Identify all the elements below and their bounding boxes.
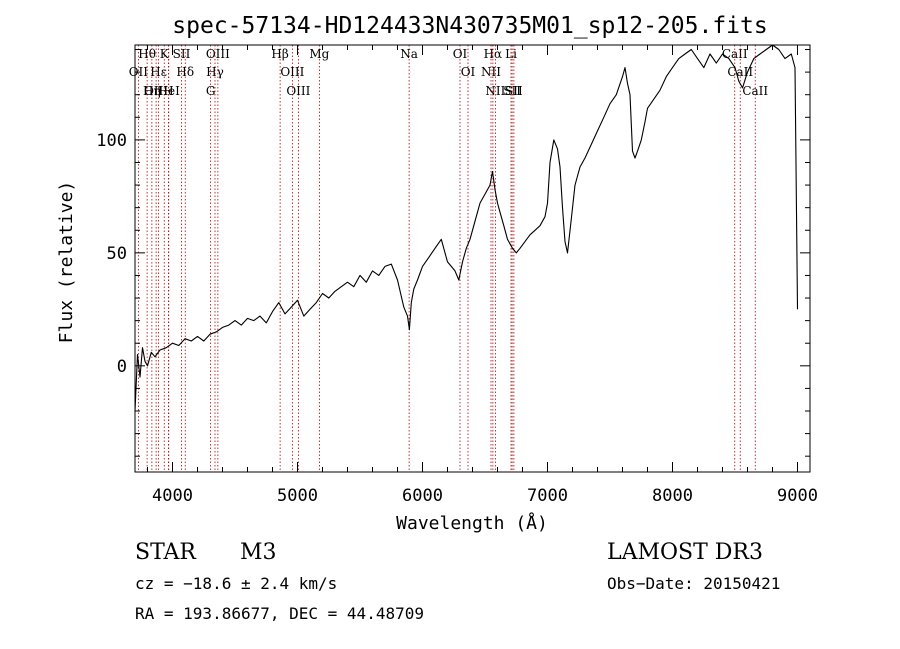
coordinates: RA = 193.86677, DEC = 44.48709 bbox=[135, 604, 424, 623]
survey-name: LAMOST DR3 bbox=[607, 540, 763, 565]
line-marker-label: Li bbox=[505, 47, 517, 61]
x-axis-label: Wavelength (Å) bbox=[396, 512, 548, 534]
axis-ticks bbox=[135, 45, 810, 472]
redshift-text: cz = −18.6 ± 2.4 km/s bbox=[135, 574, 338, 593]
y-axis-label: Flux (relative) bbox=[56, 181, 77, 344]
line-marker-label: H bbox=[163, 84, 173, 98]
line-markers: HθOIIOIIIHεHηKHeIHSIIHδOIIIHγGHβOIIIOIII… bbox=[129, 45, 768, 472]
line-marker-label: CaII bbox=[722, 47, 748, 61]
line-marker-label: SII bbox=[503, 84, 521, 98]
line-marker-label: OI bbox=[461, 65, 476, 79]
line-marker-label: NII bbox=[481, 65, 501, 79]
series bbox=[134, 44, 799, 412]
line-marker-label: G bbox=[206, 84, 216, 98]
chart-title: spec-57134-HD124433N430735M01_sp12-205.f… bbox=[172, 13, 767, 39]
line-marker-label: OIII bbox=[206, 47, 230, 61]
line-marker-label: CaII bbox=[742, 84, 768, 98]
line-marker-label: NII bbox=[485, 84, 505, 98]
line-marker-label: OIII bbox=[286, 84, 310, 98]
line-marker-label: Hδ bbox=[176, 65, 194, 79]
line-marker-label: Hθ bbox=[138, 47, 156, 61]
obs-date: Obs−Date: 20150421 bbox=[607, 574, 781, 593]
line-marker-label: OIII bbox=[144, 84, 168, 98]
y-tick-label: 100 bbox=[96, 131, 127, 151]
line-marker-label: OIII bbox=[280, 65, 304, 79]
y-tick-label: 50 bbox=[107, 244, 127, 264]
line-marker-label: SII bbox=[173, 47, 191, 61]
line-marker-label: SII bbox=[505, 84, 523, 98]
line-marker-label: Hε bbox=[150, 65, 167, 79]
tick-labels: 4000 5000 6000 7000 8000 9000 0 50 100 bbox=[96, 131, 818, 506]
object-class: STAR bbox=[135, 540, 196, 565]
spectrum-line bbox=[134, 44, 799, 412]
line-marker-label: Mg bbox=[309, 47, 329, 61]
line-marker-label: Hα bbox=[484, 47, 503, 61]
line-marker-label: Hγ bbox=[206, 65, 224, 79]
line-marker-label: K bbox=[160, 47, 170, 61]
y-tick-label: 0 bbox=[117, 357, 127, 377]
x-tick-label: 5000 bbox=[277, 486, 318, 506]
object-subclass: M3 bbox=[240, 540, 277, 565]
line-marker-label: Na bbox=[400, 47, 418, 61]
x-tick-label: 8000 bbox=[652, 486, 693, 506]
x-tick-label: 4000 bbox=[152, 486, 193, 506]
x-tick-label: 7000 bbox=[527, 486, 568, 506]
line-marker-label: OI bbox=[453, 47, 468, 61]
plot-frame bbox=[134, 44, 811, 473]
line-marker-label: Hβ bbox=[271, 47, 288, 61]
x-tick-label: 9000 bbox=[777, 486, 818, 506]
x-tick-label: 6000 bbox=[402, 486, 443, 506]
line-marker-label: Hη bbox=[143, 84, 161, 98]
